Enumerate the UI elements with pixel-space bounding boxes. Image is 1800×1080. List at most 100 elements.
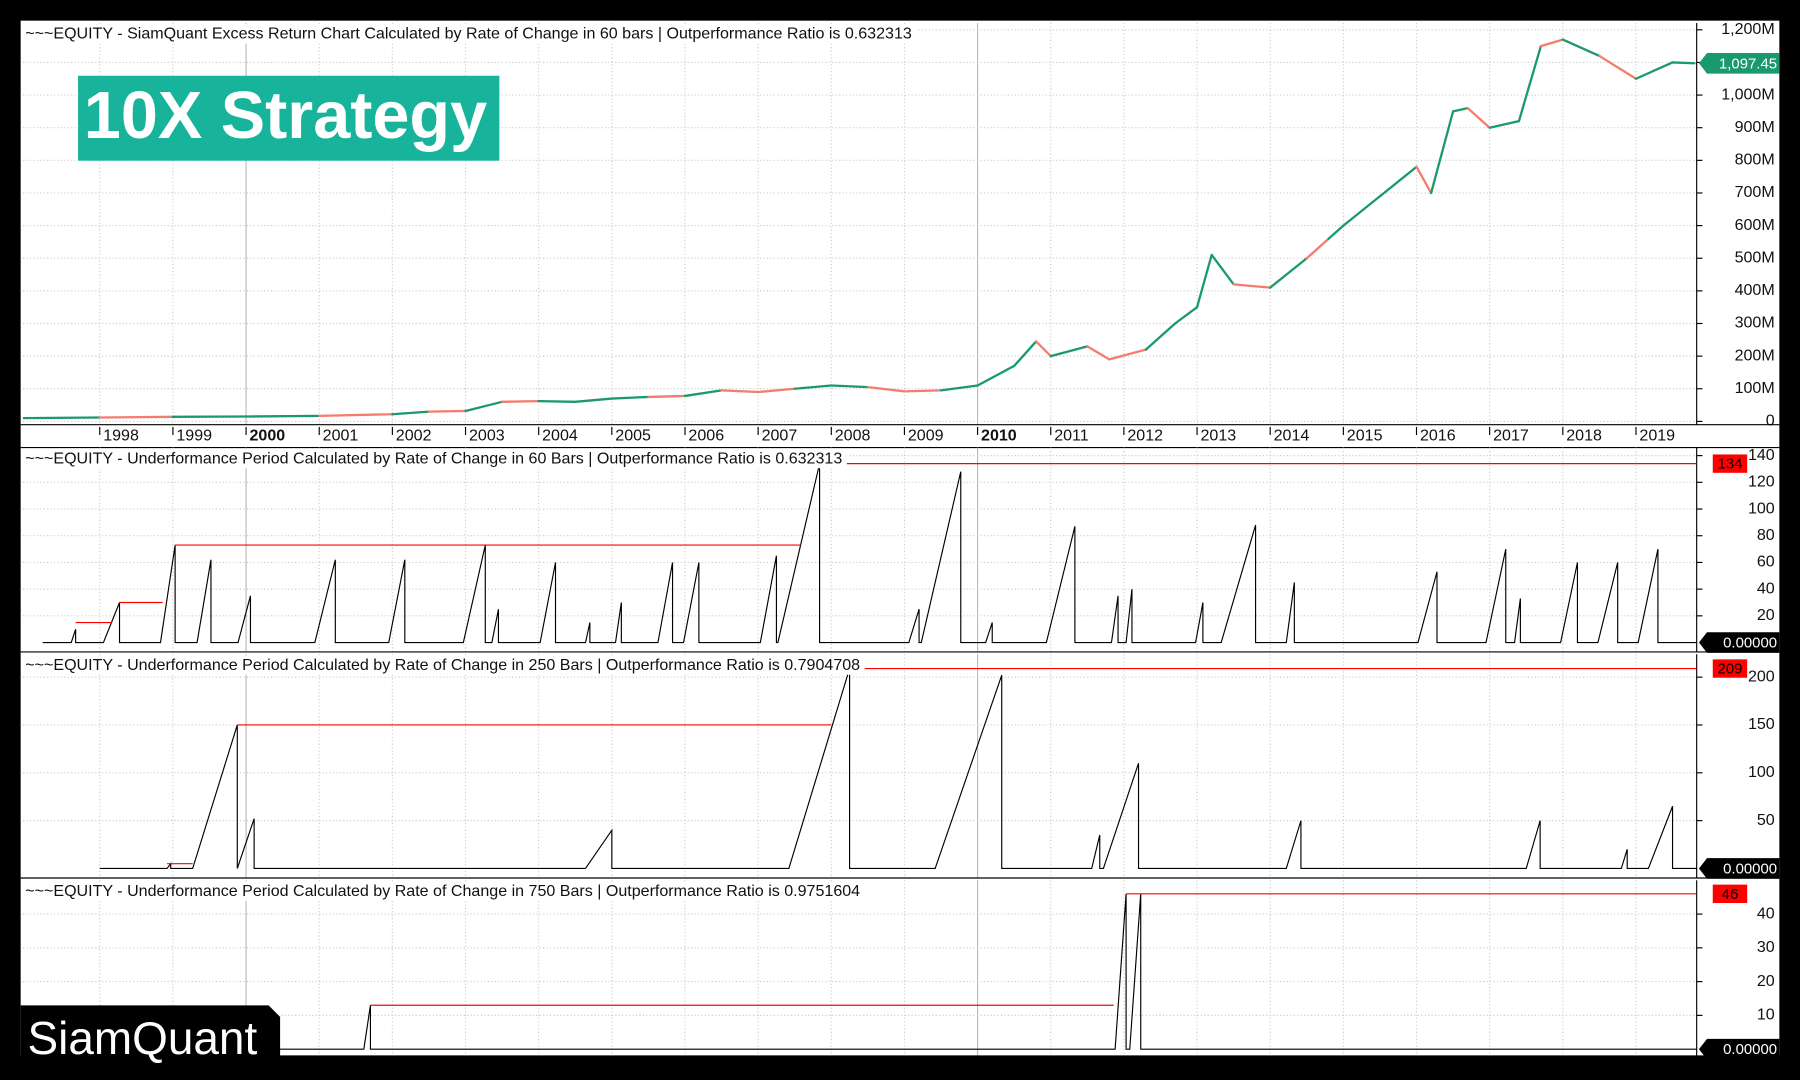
last-value-box (1712, 659, 1748, 678)
equity-segment (574, 397, 613, 403)
title-bg (22, 448, 847, 469)
y-tick-label: 200M (1735, 346, 1775, 364)
title-bg (22, 881, 865, 901)
equity-segment (1195, 253, 1213, 309)
panel-title: ~~~EQUITY - Underformance Period Calcula… (25, 449, 842, 467)
series-line (99, 668, 1697, 870)
last-value-label: 1,097.45 (1719, 55, 1777, 72)
equity-segment (866, 385, 906, 393)
x-tick-label: 2012 (1127, 426, 1163, 444)
equity-segment (1144, 322, 1177, 351)
y-tick-label: 900M (1735, 118, 1775, 136)
equity-segment (1598, 54, 1638, 80)
equity-segment (1539, 38, 1564, 48)
y-tick-label: 40 (1757, 904, 1775, 922)
x-tick-label: 2001 (323, 426, 359, 444)
y-tick-label: 10 (1757, 1006, 1775, 1024)
equity-segment (500, 400, 540, 403)
equity-segment (1269, 257, 1308, 289)
y-tick-label: 1,200M (1721, 20, 1775, 38)
equity-segment (22, 416, 101, 420)
panel-title: ~~~EQUITY - Underformance Period Calcula… (25, 656, 860, 674)
last-value-label: 46 (1722, 886, 1739, 903)
last-value-label: 0.00000 (1723, 1041, 1777, 1058)
x-tick-label: 2002 (396, 426, 432, 444)
x-tick-label: 1999 (176, 426, 212, 444)
equity-segment (610, 395, 650, 400)
equity-segment (1305, 237, 1330, 260)
equity-segment (1108, 348, 1147, 361)
last-value-box (1698, 632, 1780, 653)
logo: SiamQuant (20, 1005, 281, 1064)
y-tick-label: 0 (1766, 412, 1775, 430)
x-tick-label: 2000 (250, 426, 286, 444)
equity-segment (976, 364, 1016, 387)
equity-segment (1013, 340, 1038, 368)
equity-segment (1342, 195, 1382, 227)
last-value-box (1712, 884, 1748, 903)
equity-segment (1561, 38, 1601, 58)
y-tick-label: 100M (1735, 379, 1775, 397)
title-bg (22, 655, 865, 675)
x-tick-label: 2009 (908, 426, 944, 444)
y-tick-label: 120 (1748, 473, 1775, 491)
x-tick-label: 2005 (615, 426, 651, 444)
panel-title: ~~~EQUITY - Underformance Period Calcula… (25, 882, 860, 900)
last-value-box (1698, 858, 1780, 879)
y-tick-label: 500M (1735, 248, 1775, 266)
x-tick-label: 2008 (835, 426, 871, 444)
last-value-box (1712, 454, 1748, 473)
y-tick-label: 30 (1757, 938, 1775, 956)
y-tick-label: 60 (1757, 553, 1775, 571)
equity-segment (1049, 345, 1089, 358)
equity-segment (793, 384, 833, 390)
x-tick-label: 2019 (1639, 426, 1675, 444)
equity-segment (1327, 224, 1345, 240)
equity-segment (1451, 106, 1469, 113)
equity-segment (1634, 61, 1674, 80)
equity-segment (939, 384, 979, 392)
y-tick-label: 1,000M (1721, 85, 1775, 103)
x-tick-label: 2011 (1054, 426, 1089, 444)
y-tick-label: 20 (1757, 606, 1775, 624)
y-tick-label: 100 (1748, 763, 1775, 781)
x-tick-label: 2018 (1566, 426, 1602, 444)
badge-text: 10X Strategy (84, 79, 487, 153)
equity-segment (427, 409, 467, 413)
equity-segment (1378, 165, 1418, 198)
logo-text: SiamQuant (28, 1012, 258, 1064)
equity-segment (1034, 340, 1052, 358)
equity-segment (391, 410, 431, 416)
equity-segment (720, 389, 760, 394)
last-value-label: 134 (1718, 456, 1743, 473)
equity-segment (1488, 120, 1521, 129)
y-tick-label: 150 (1748, 715, 1775, 733)
series-group (99, 667, 1697, 870)
x-tick-label: 2010 (981, 426, 1017, 444)
y-tick-label: 800M (1735, 151, 1775, 169)
equity-segment (1232, 283, 1272, 289)
last-value-label: 0.00000 (1723, 635, 1777, 652)
x-tick-label: 2013 (1200, 426, 1236, 444)
x-tick-label: 2016 (1420, 426, 1456, 444)
equity-segment (1671, 61, 1696, 65)
equity-segment (1466, 106, 1491, 129)
equity-segment (830, 384, 870, 389)
last-value-label: 209 (1718, 661, 1743, 678)
x-tick-label: 2014 (1274, 426, 1310, 444)
y-tick-label: 100 (1748, 499, 1775, 517)
y-tick-label: 140 (1748, 446, 1775, 464)
y-tick-label: 200 (1748, 667, 1775, 685)
y-tick-label: 80 (1757, 526, 1775, 544)
y-tick-label: 300M (1735, 314, 1775, 332)
equity-segment (647, 394, 687, 399)
equity-segment (244, 414, 321, 418)
equity-segment (464, 400, 504, 413)
series-group (246, 893, 1697, 1050)
y-tick-label: 40 (1757, 579, 1775, 597)
last-value-box (1698, 52, 1780, 74)
equity-segment (683, 389, 723, 398)
y-tick-label: 50 (1757, 811, 1775, 829)
